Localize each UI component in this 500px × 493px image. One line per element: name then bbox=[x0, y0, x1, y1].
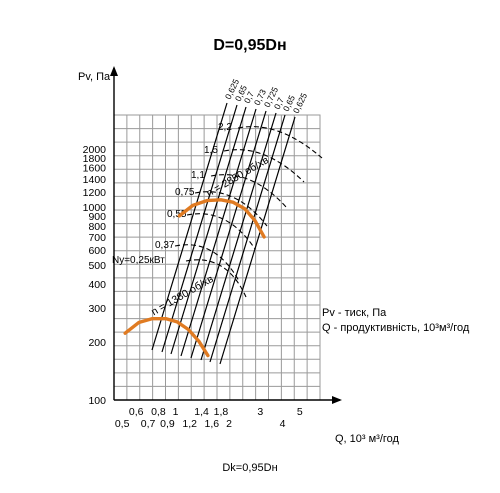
chart-footer: Dk=0,95Dн bbox=[222, 462, 277, 474]
efficiency-label: 0,625 bbox=[291, 91, 309, 115]
x-tick-label-lower: 0,9 bbox=[160, 418, 175, 430]
x-tick-label-lower: 1,2 bbox=[182, 418, 197, 430]
power-label: Ny=0,25кВт bbox=[112, 255, 165, 266]
efficiency-line bbox=[190, 110, 267, 359]
power-line bbox=[185, 259, 247, 298]
y-tick-label: 200 bbox=[88, 337, 106, 349]
y-tick-label: 500 bbox=[88, 260, 106, 272]
rpm-curve bbox=[123, 316, 210, 358]
efficiency-label: 0,7 bbox=[272, 96, 286, 111]
chart-title: D=0,95Dн bbox=[213, 37, 286, 54]
x-tick-labels: 0,6 0,8 1 1,4 1,8 3 5 0,5 0,7 0,9 1,2 1,6 2 4 bbox=[115, 406, 303, 430]
x-tick-label-lower: 0,5 bbox=[115, 418, 130, 430]
power-line bbox=[210, 174, 288, 209]
x-axis-label: Q, 10³ м³/год bbox=[335, 433, 400, 445]
efficiency-line bbox=[219, 116, 296, 365]
power-label: 2,2 bbox=[218, 122, 232, 133]
y-tick-label: 1000 bbox=[83, 202, 107, 214]
y-axis-label: Pv, Па bbox=[78, 71, 111, 83]
y-tick-labels: 1002003004005006007008009001000120014001… bbox=[83, 144, 107, 407]
y-tick-label: 600 bbox=[88, 245, 106, 257]
y-tick-label: 800 bbox=[88, 221, 106, 233]
y-tick-label: 900 bbox=[88, 211, 106, 223]
y-tick-label: 400 bbox=[88, 279, 106, 291]
y-tick-label: 1200 bbox=[83, 187, 107, 199]
power-label: 1,1 bbox=[191, 170, 205, 181]
y-tick-label: 100 bbox=[88, 395, 106, 407]
power-line bbox=[237, 126, 323, 159]
efficiency-label: 0,7 bbox=[242, 90, 256, 105]
y-axis-arrow bbox=[110, 66, 118, 76]
legend-pressure: Pv - тиск, Па bbox=[322, 307, 387, 319]
x-tick-label-lower: 0,7 bbox=[141, 418, 156, 430]
y-tick-label: 2000 bbox=[83, 144, 107, 156]
efficiency-line bbox=[170, 106, 247, 355]
power-label: 0,75 bbox=[175, 187, 195, 198]
x-tick-label-lower: 4 bbox=[280, 418, 286, 430]
plot-axes bbox=[110, 66, 342, 404]
power-labels: Ny=0,25кВт 0,37 0,55 0,75 1,1 1,5 2,2 bbox=[112, 122, 323, 298]
legend-flow: Q - продуктивність, 10³м³/год bbox=[322, 322, 470, 334]
x-tick-label-lower: 1,6 bbox=[205, 418, 220, 430]
efficiency-line bbox=[151, 102, 228, 351]
x-tick-label-upper: 0,6 bbox=[129, 406, 144, 418]
x-axis-arrow bbox=[332, 396, 342, 404]
power-label: 0,55 bbox=[167, 209, 187, 220]
power-label: 1,5 bbox=[204, 145, 218, 156]
x-tick-label-upper: 1 bbox=[173, 406, 179, 418]
efficiency-line bbox=[161, 104, 238, 353]
power-line bbox=[223, 149, 305, 183]
x-tick-label-lower: 2 bbox=[226, 418, 232, 430]
y-tick-label: 1600 bbox=[83, 163, 107, 175]
y-tick-label: 700 bbox=[88, 232, 106, 244]
y-tick-label: 1400 bbox=[83, 174, 107, 186]
x-tick-label-upper: 3 bbox=[257, 406, 263, 418]
power-label: 0,37 bbox=[155, 240, 175, 251]
x-tick-label-upper: 1,8 bbox=[214, 406, 229, 418]
power-line bbox=[194, 191, 268, 227]
y-tick-label: 1800 bbox=[83, 153, 107, 165]
x-tick-label-upper: 0,8 bbox=[151, 406, 166, 418]
x-tick-label-upper: 5 bbox=[297, 406, 303, 418]
rpm-curve bbox=[177, 198, 266, 239]
x-tick-label-upper: 1,4 bbox=[194, 406, 209, 418]
y-tick-label: 300 bbox=[88, 303, 106, 315]
